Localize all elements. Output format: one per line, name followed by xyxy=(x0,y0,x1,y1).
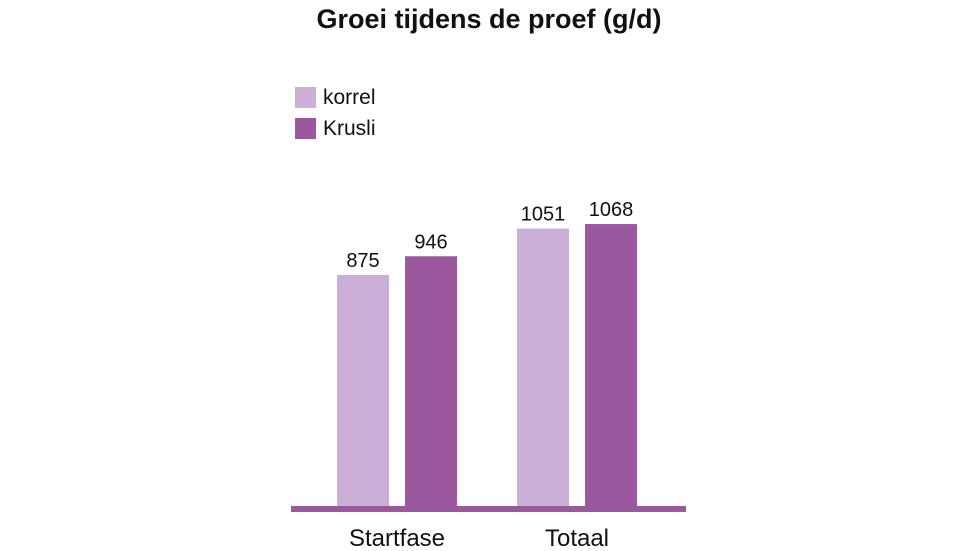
bar-krusli-startfase xyxy=(405,256,457,506)
legend-swatch-krusli xyxy=(295,118,316,139)
bars-group xyxy=(337,224,637,506)
x-axis-baseline xyxy=(291,506,686,512)
value-label-korrel-startfase: 875 xyxy=(346,250,379,272)
category-label-totaal: Totaal xyxy=(545,525,609,551)
bar-krusli-totaal xyxy=(585,224,637,506)
legend-label-korrel: korrel xyxy=(323,86,376,109)
legend-swatch-korrel xyxy=(295,87,316,108)
value-label-krusli-totaal: 1068 xyxy=(589,199,634,221)
bar-korrel-startfase xyxy=(337,275,389,506)
legend: korrel Krusli xyxy=(295,86,376,140)
legend-label-krusli: Krusli xyxy=(323,117,376,140)
value-label-korrel-totaal: 1051 xyxy=(521,204,566,226)
value-labels-group: 875 946 1051 1068 xyxy=(346,199,633,272)
chart-title: Groei tijdens de proef (g/d) xyxy=(316,4,661,34)
value-label-krusli-startfase: 946 xyxy=(414,231,447,253)
category-label-startfase: Startfase xyxy=(349,525,445,551)
bar-korrel-totaal xyxy=(517,228,569,506)
category-labels-group: Startfase Totaal xyxy=(349,525,609,551)
